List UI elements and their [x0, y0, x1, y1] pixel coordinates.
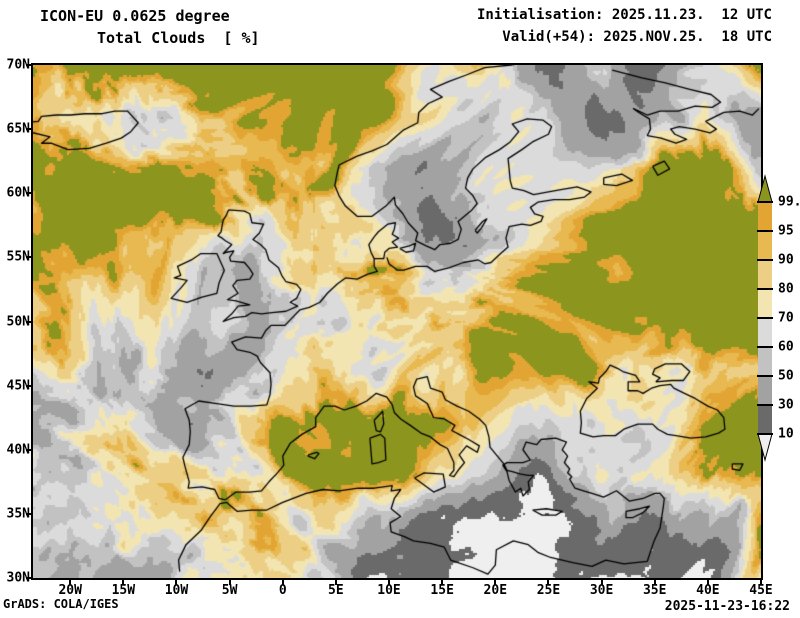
- lon-tick: [175, 578, 178, 585]
- colorbar-segment: [758, 376, 772, 405]
- lat-tick-label: 45N: [6, 378, 30, 394]
- colorbar-tick-label: 30: [778, 397, 794, 413]
- lon-tick: [600, 578, 603, 585]
- lon-tick: [441, 578, 444, 585]
- colorbar-segment: [758, 347, 772, 376]
- colorbar-segment: [758, 318, 772, 347]
- lon-tick-label: 45E: [749, 583, 773, 598]
- colorbar-segment: [758, 202, 772, 231]
- lon-tick: [760, 578, 762, 585]
- lon-tick: [69, 578, 72, 585]
- lon-tick: [653, 578, 656, 585]
- colorbar-tick-label: 70: [778, 310, 794, 326]
- colorbar-segment: [758, 231, 772, 260]
- lon-tick: [281, 578, 284, 585]
- lon-tick-label: 10W: [164, 583, 189, 598]
- lon-tick-label: 0: [278, 583, 287, 598]
- colorbar-arrow: [757, 433, 773, 462]
- lon-tick-label: 30E: [589, 583, 614, 598]
- lon-tick-label: 10E: [377, 583, 401, 598]
- initialisation-time: Initialisation: 2025.11.23. 12 UTC: [476, 7, 772, 23]
- lat-tick: [26, 577, 32, 579]
- colorbar-arrow: [757, 174, 773, 203]
- lat-tick-label: 50N: [6, 314, 30, 329]
- lat-tick: [26, 192, 32, 195]
- lon-tick: [494, 578, 497, 585]
- lat-tick: [26, 256, 32, 259]
- cloud-cover-map-canvas: [33, 65, 761, 578]
- lat-tick-label: 65N: [6, 121, 30, 137]
- lat-tick: [26, 320, 32, 323]
- lat-tick: [26, 64, 32, 66]
- lon-tick-label: 40E: [696, 583, 720, 598]
- map-frame: [31, 63, 763, 580]
- colorbar-scale: [757, 174, 773, 462]
- lon-tick-label: 20W: [58, 583, 82, 598]
- lat-tick-label: 70N: [6, 57, 30, 73]
- colorbar-segment: [758, 260, 772, 289]
- grads-credit: GrADS: COLA/IGES: [3, 597, 119, 611]
- colorbar-segment: [758, 289, 772, 318]
- lat-tick: [26, 384, 32, 387]
- creation-timestamp: 2025-11-23-16:22: [664, 599, 790, 614]
- colorbar-tick-label: 80: [778, 281, 794, 297]
- colorbar-tick-label: 50: [778, 368, 794, 384]
- lat-tick: [26, 448, 32, 451]
- colorbar-tick-label: 10: [778, 426, 794, 442]
- valid-time: Valid(+54): 2025.NOV.25. 18 UTC: [502, 29, 772, 45]
- model-title: ICON-EU 0.0625 degree: [40, 7, 230, 25]
- lon-tick: [388, 578, 391, 585]
- variable-title: Total Clouds [ %]: [97, 29, 260, 47]
- lon-tick-label: 15W: [111, 583, 136, 598]
- lon-tick-label: 20E: [483, 583, 508, 598]
- lat-tick-label: 35N: [6, 506, 30, 522]
- lon-tick-label: 5W: [221, 583, 238, 598]
- lat-tick-label: 40N: [6, 442, 30, 458]
- lon-tick-label: 5E: [328, 583, 344, 598]
- colorbar-segment: [758, 405, 772, 434]
- lon-tick: [228, 578, 231, 585]
- lat-tick-label: 55N: [6, 249, 30, 265]
- lon-tick: [547, 578, 550, 585]
- lat-tick: [26, 128, 32, 131]
- lon-tick: [334, 578, 337, 585]
- lon-tick-label: 35E: [642, 583, 667, 598]
- lat-tick-label: 30N: [6, 570, 30, 586]
- colorbar-tick-label: 95: [778, 223, 794, 239]
- lon-tick-label: 15E: [430, 583, 454, 598]
- lat-tick: [26, 512, 32, 515]
- colorbar-tick-label: 99.5: [778, 194, 800, 210]
- lon-tick: [706, 578, 709, 585]
- lon-tick: [122, 578, 125, 585]
- colorbar-tick-label: 90: [778, 252, 794, 268]
- colorbar-tick-label: 60: [778, 339, 794, 355]
- colorbar: 99.5 95 90 80 70 60 50 30 10: [752, 170, 800, 470]
- lon-tick-label: 25E: [536, 583, 561, 598]
- lat-tick-label: 60N: [6, 185, 30, 201]
